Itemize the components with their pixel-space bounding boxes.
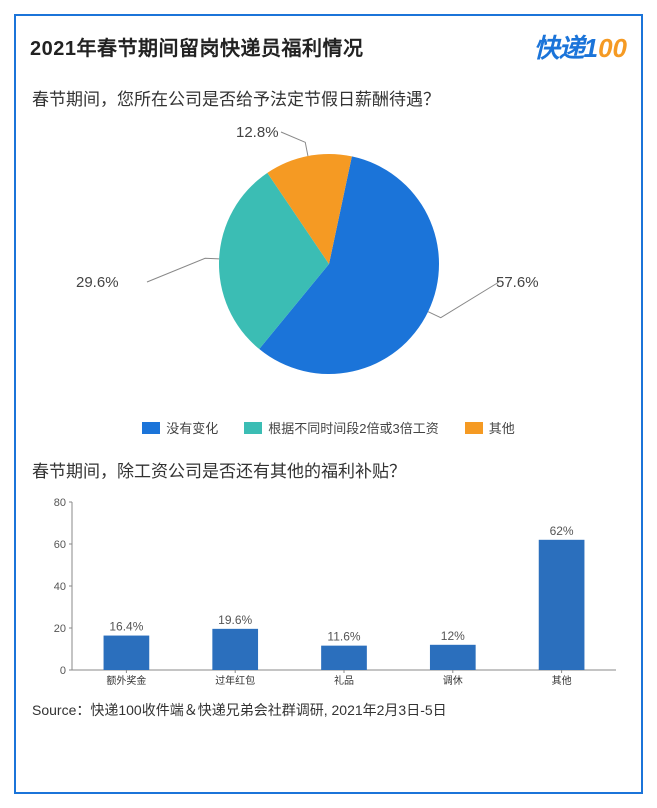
pie-legend: 没有变化 根据不同时间段2倍或3倍工资 其他 [16,418,641,437]
legend-label: 没有变化 [166,418,218,437]
y-tick-label: 0 [60,665,66,677]
legend-swatch [142,422,160,434]
x-tick-label: 调休 [443,675,463,687]
bar [104,636,150,670]
pie-question: 春节期间，您所在公司是否给予法定节假日薪酬待遇？ [16,71,641,114]
bar-value-label: 11.6% [327,630,360,644]
x-tick-label: 礼品 [334,674,354,687]
bar-question: 春节期间，除工资公司是否还有其他的福利补贴？ [16,437,641,486]
legend-item: 根据不同时间段2倍或3倍工资 [244,418,438,437]
bar-value-label: 19.6% [218,613,252,627]
x-tick-label: 额外奖金 [106,674,146,687]
legend-item: 其他 [465,418,515,437]
y-tick-label: 20 [54,623,66,635]
pie-value-label: 29.6% [76,274,119,291]
bar [430,645,476,670]
pie-value-label: 57.6% [496,274,539,291]
y-tick-label: 60 [54,539,66,551]
x-tick-label: 过年红包 [215,674,255,687]
bar [321,646,367,670]
bar-value-label: 62% [550,524,574,538]
source-text: Source：快递100收件端＆快递兄弟会社群调研, 2021年2月3日-5日 [16,694,641,720]
pie-leader [147,258,219,282]
bar [212,629,258,670]
legend-swatch [244,422,262,434]
pie-chart: 57.6% 29.6% 12.8% [16,114,641,414]
bar-chart: 0 20 40 60 80 16.4% 额外奖金 19.6% 过年红包 11.6% 礼品 12% 调休 6… [32,494,626,694]
logo-zeros: 00 [598,33,627,64]
y-tick-label: 80 [54,497,66,509]
bar-svg: 0 20 40 60 80 16.4% 额外奖金 19.6% 过年红包 11.6% 礼品 12% 调休 6… [32,494,626,694]
bar [539,540,585,670]
legend-swatch [465,422,483,434]
legend-label: 其他 [489,418,515,437]
header: 2021年春节期间留岗快递员福利情况 快递100 [16,16,641,71]
legend-item: 没有变化 [142,418,218,437]
pie-value-label: 12.8% [236,124,279,141]
chart-frame: 2021年春节期间留岗快递员福利情况 快递100 春节期间，您所在公司是否给予法… [14,14,643,794]
legend-label: 根据不同时间段2倍或3倍工资 [268,418,438,437]
pie-leader [428,282,499,318]
page-title: 2021年春节期间留岗快递员福利情况 [30,32,364,61]
pie-leader [281,132,308,156]
logo-one: 1 [584,33,598,64]
y-tick-label: 40 [54,581,66,593]
logo: 快递100 [534,28,627,65]
pie-svg [29,114,629,414]
bar-value-label: 16.4% [109,620,143,634]
x-tick-label: 其他 [552,674,572,687]
bar-value-label: 12% [441,629,465,643]
logo-text: 快递 [534,28,584,65]
